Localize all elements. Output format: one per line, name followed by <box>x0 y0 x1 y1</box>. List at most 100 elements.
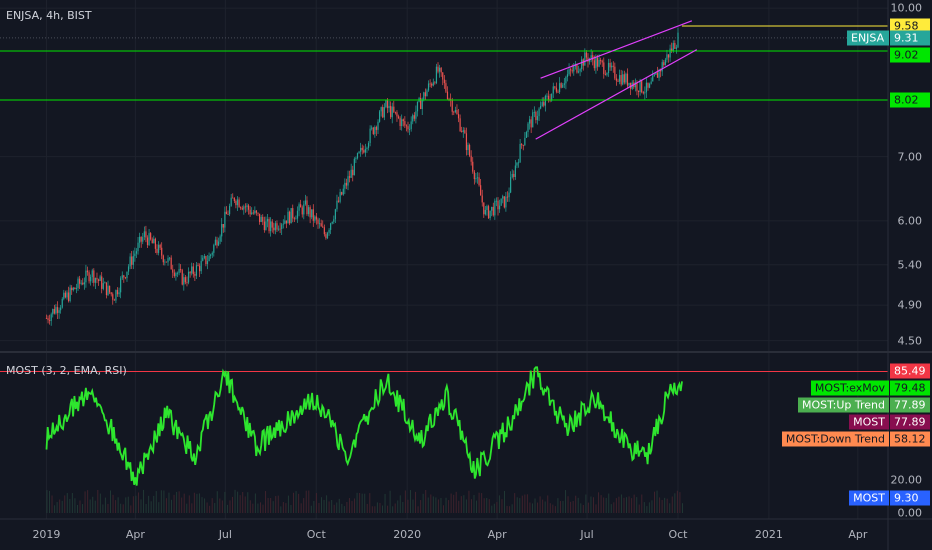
indicator-value-tag: 9.30 <box>890 490 930 506</box>
candle-body <box>563 83 565 85</box>
histogram-bar <box>287 495 289 513</box>
candle-body <box>494 200 496 216</box>
candle-body <box>399 118 401 127</box>
histogram-bar <box>432 496 434 513</box>
candle-body <box>288 211 291 224</box>
histogram-bar <box>427 497 429 513</box>
candle-body <box>298 204 300 211</box>
candle-body <box>284 220 286 224</box>
candle-body <box>420 98 422 110</box>
histogram-bar <box>628 496 630 513</box>
candle-body <box>132 256 134 265</box>
candle-body <box>162 255 164 263</box>
candle-body <box>664 59 666 66</box>
candle-body <box>64 292 66 298</box>
indicator-label-tag: MOST:exMov <box>810 380 889 396</box>
candle-body <box>273 227 275 231</box>
histogram-bar <box>587 502 589 513</box>
histogram-bar <box>671 496 673 513</box>
histogram-bar <box>120 503 122 513</box>
price-candles <box>45 27 679 326</box>
histogram-bar <box>415 491 417 513</box>
histogram-bar <box>204 498 206 513</box>
histogram-bar <box>580 503 582 513</box>
candle-body <box>230 197 232 206</box>
candle-body <box>165 261 168 263</box>
price-axis-label: 6.00 <box>897 214 923 228</box>
candle-body <box>555 87 558 92</box>
histogram-bar <box>425 490 427 513</box>
candle-body <box>408 129 411 130</box>
candle-body <box>197 265 199 267</box>
candle-body <box>348 176 351 178</box>
candle-body <box>123 275 125 278</box>
candle-body <box>652 75 654 82</box>
time-axis-label: 2021 <box>754 528 783 541</box>
histogram-bar <box>104 497 106 513</box>
candle-body <box>394 111 396 113</box>
candle-body <box>82 282 84 285</box>
indicator-title[interactable]: MOST (3, 2, EMA, RSI) <box>6 364 127 377</box>
histogram-bar <box>305 490 307 513</box>
candle-body <box>317 219 319 224</box>
histogram-bar <box>267 497 269 513</box>
histogram-bar <box>674 493 676 513</box>
symbol-title[interactable]: ENJSA, 4h, BIST <box>6 9 92 22</box>
candle-body <box>644 92 646 94</box>
candle-body <box>102 283 104 289</box>
histogram-bar <box>318 502 320 513</box>
candle-body <box>500 198 502 206</box>
candle-body <box>390 105 392 118</box>
histogram-bar <box>259 502 261 513</box>
candle-body <box>491 206 493 211</box>
candle-body <box>276 223 278 230</box>
histogram-bar <box>69 498 71 513</box>
current-price-tag: 9.31 <box>890 30 930 46</box>
candle-body <box>225 211 228 215</box>
histogram-bar <box>320 497 322 513</box>
candle-body <box>80 282 82 284</box>
candle-body <box>666 54 668 60</box>
histogram-bar <box>89 499 91 513</box>
candle-body <box>257 212 259 214</box>
candle-body <box>506 196 509 198</box>
histogram-bar <box>631 498 633 513</box>
histogram-bar <box>409 490 411 513</box>
candle-body <box>300 204 302 208</box>
histogram-bar <box>664 497 666 513</box>
histogram-bar <box>618 496 620 513</box>
candle-body <box>233 197 235 202</box>
histogram-bar <box>48 490 50 513</box>
candle-body <box>202 257 204 261</box>
candle-body <box>647 82 649 88</box>
candle-body <box>277 228 280 230</box>
candle-body <box>503 196 505 208</box>
candle-body <box>91 270 93 277</box>
candle-body <box>625 73 627 83</box>
candle-body <box>334 209 336 220</box>
histogram-bar <box>87 490 89 513</box>
candle-body <box>281 224 283 230</box>
histogram-bar <box>282 502 284 513</box>
candle-body <box>486 206 488 210</box>
histogram-bar <box>209 505 211 513</box>
candle-body <box>341 192 343 195</box>
candle-body <box>648 83 651 88</box>
candle-body <box>505 196 507 208</box>
histogram-bar <box>653 491 655 513</box>
candle-body <box>121 275 123 279</box>
time-axis-label: Apr <box>125 528 145 541</box>
candle-body <box>435 66 438 84</box>
candle-body <box>330 223 332 230</box>
candle-body <box>134 253 136 257</box>
candle-body <box>497 200 499 210</box>
candle-body <box>468 144 471 156</box>
candle-body <box>241 207 243 210</box>
candle-body <box>448 99 450 100</box>
candle-body <box>397 116 400 119</box>
histogram-bar <box>643 502 645 513</box>
histogram-bar <box>359 492 361 513</box>
candle-body <box>562 84 564 88</box>
candle-body <box>557 91 559 93</box>
